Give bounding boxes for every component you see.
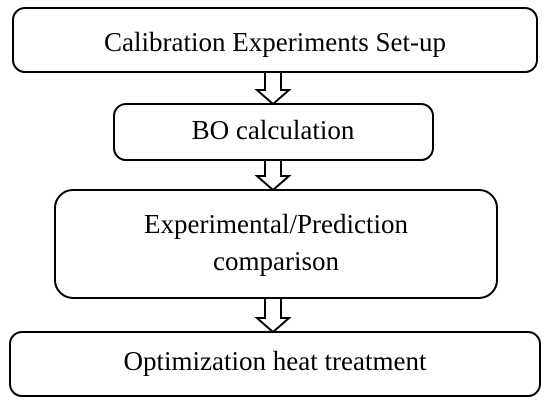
step-label: Optimization heat treatment — [124, 346, 427, 376]
step-box — [54, 189, 498, 299]
step-label: BO calculation — [192, 115, 355, 145]
arrow — [254, 297, 292, 334]
step-label: comparison — [213, 246, 339, 276]
arrow — [254, 71, 292, 106]
arrow — [254, 159, 292, 192]
step-label: Experimental/Prediction — [144, 209, 408, 239]
step-box — [9, 331, 541, 397]
step-label: Calibration Experiments Set-up — [104, 27, 446, 57]
